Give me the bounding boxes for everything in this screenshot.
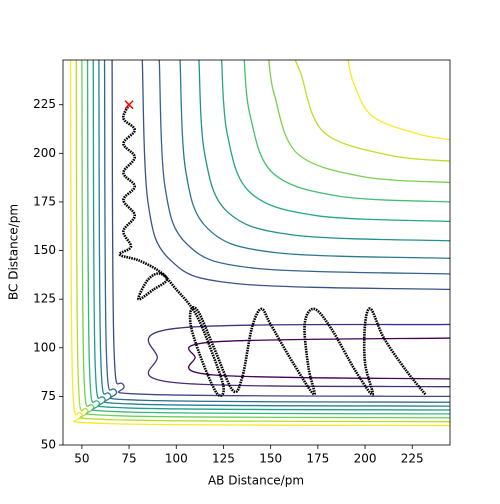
axes-frame	[62, 59, 451, 446]
y-tick-label: 225	[33, 97, 56, 111]
contour-line	[347, 60, 450, 141]
contour-line	[268, 60, 450, 184]
y-tick-label: 175	[33, 194, 56, 208]
x-tick-label: 150	[259, 452, 282, 466]
contour-line	[243, 60, 450, 203]
x-tick-label: 100	[165, 452, 188, 466]
y-tick-label: 125	[33, 292, 56, 306]
contour-line	[81, 60, 450, 419]
contour-line	[98, 60, 450, 407]
contour-line	[198, 60, 450, 242]
x-tick-label: 225	[401, 452, 424, 466]
y-tick-label: 50	[41, 438, 56, 452]
contour-line	[294, 60, 450, 162]
y-axis-label: BC Distance/pm	[7, 204, 21, 300]
contour-line	[158, 60, 450, 275]
contour-line	[86, 60, 450, 415]
y-tick-label: 100	[33, 340, 56, 354]
x-tick-label: 125	[212, 452, 235, 466]
contour-line	[147, 323, 450, 388]
contour-line	[179, 60, 450, 259]
contour-line	[103, 60, 450, 403]
y-tick-label: 150	[33, 243, 56, 257]
x-tick-label: 75	[121, 452, 136, 466]
contour-line	[141, 60, 450, 291]
contour-line	[75, 60, 450, 423]
y-tick-label: 200	[33, 146, 56, 160]
plot-area	[69, 60, 450, 427]
y-tick-label: 75	[41, 389, 56, 403]
contour-line	[220, 60, 450, 223]
trajectory	[118, 104, 427, 397]
contour-line	[111, 60, 450, 398]
x-tick-label: 200	[354, 452, 377, 466]
contour-line	[188, 337, 450, 380]
contour-line	[69, 60, 450, 427]
start-marker	[124, 100, 134, 110]
contour-line	[92, 60, 450, 411]
x-tick-label: 50	[74, 452, 89, 466]
x-tick-label: 175	[306, 452, 329, 466]
x-axis-label: AB Distance/pm	[208, 474, 304, 488]
